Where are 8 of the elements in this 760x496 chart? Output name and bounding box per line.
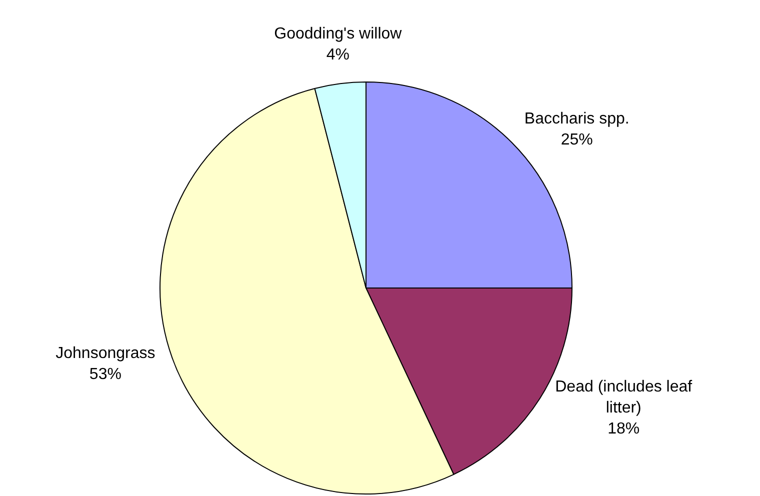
- data-label: 25%: [560, 132, 593, 149]
- data-label: 53%: [89, 366, 122, 383]
- slice-label: Goodding's willow: [274, 26, 402, 43]
- data-label: 18%: [608, 420, 640, 438]
- slice-label: Johnsongrass: [56, 344, 156, 362]
- slice-label: Dead (includes leaf litter): [555, 378, 693, 416]
- data-label: 4%: [326, 46, 350, 64]
- slice-label: Baccharis spp.: [524, 110, 630, 128]
